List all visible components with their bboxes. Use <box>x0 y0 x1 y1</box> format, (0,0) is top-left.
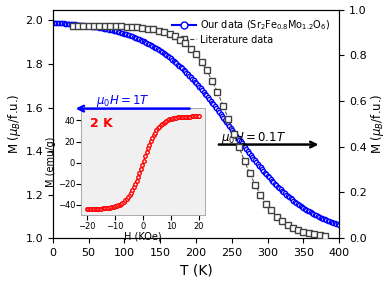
X-axis label: T (K): T (K) <box>180 263 212 277</box>
Text: $\mu_0H=0.1T$: $\mu_0H=0.1T$ <box>221 130 286 146</box>
Legend: Our data (Sr$_2$Fe$_{0.8}$Mo$_{1.2}$O$_6$), Literature data: Our data (Sr$_2$Fe$_{0.8}$Mo$_{1.2}$O$_6… <box>168 14 334 49</box>
Y-axis label: M ($\mu_B$/f.u.): M ($\mu_B$/f.u.) <box>5 94 23 154</box>
Y-axis label: M ($\mu_B$/f.u.): M ($\mu_B$/f.u.) <box>369 94 387 154</box>
Text: $\mu_0H=1T$: $\mu_0H=1T$ <box>96 93 150 109</box>
